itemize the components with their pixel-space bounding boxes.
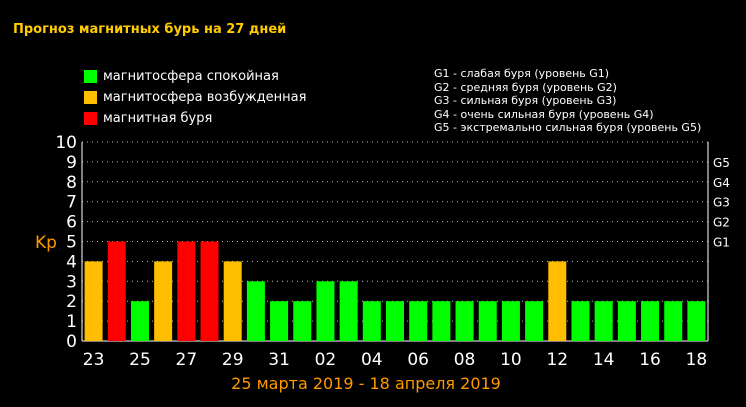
x-tick-label: 08 bbox=[454, 350, 476, 370]
bar-06 bbox=[409, 301, 428, 341]
legend-label-storm: магнитная буря bbox=[103, 111, 213, 126]
bar-29 bbox=[223, 261, 242, 341]
bar-24 bbox=[107, 241, 126, 341]
legend-item-quiet: магнитосфера спокойная bbox=[84, 66, 306, 87]
bar-27 bbox=[177, 241, 196, 341]
y-tick-label: 0 bbox=[66, 332, 77, 352]
g-tick-label: G1 bbox=[713, 236, 730, 250]
bar-13 bbox=[571, 301, 590, 341]
x-tick-label: 27 bbox=[176, 350, 198, 370]
x-tick-label: 06 bbox=[407, 350, 429, 370]
bar-28 bbox=[200, 241, 219, 341]
y-tick-label: 6 bbox=[66, 213, 77, 233]
y-tick-label: 7 bbox=[66, 193, 77, 213]
bar-17 bbox=[664, 301, 683, 341]
y-tick-label: 9 bbox=[66, 153, 77, 173]
bar-12 bbox=[548, 261, 567, 341]
bar-04 bbox=[362, 301, 381, 341]
x-tick-label: 29 bbox=[222, 350, 244, 370]
g-scale-item-g2: G2 - средняя буря (уровень G2) bbox=[434, 80, 617, 94]
y-tick-label: 10 bbox=[55, 133, 77, 153]
y-tick-label: 5 bbox=[66, 233, 77, 253]
legend-swatch-storm bbox=[84, 112, 97, 125]
bar-03 bbox=[339, 281, 358, 341]
bar-05 bbox=[386, 301, 404, 341]
bar-23 bbox=[84, 261, 103, 341]
x-tick-label: 02 bbox=[315, 350, 337, 370]
x-tick-label: 18 bbox=[686, 350, 708, 370]
g-scale-legend: G1 - слабая буря (уровень G1) G2 - средн… bbox=[434, 67, 701, 135]
y-tick-label: 4 bbox=[66, 252, 77, 272]
bar-30 bbox=[246, 281, 265, 341]
bar-10 bbox=[501, 301, 520, 341]
g-tick-label: G3 bbox=[713, 196, 730, 210]
bar-26 bbox=[154, 261, 173, 341]
bar-31 bbox=[270, 301, 289, 341]
y-tick-label: 2 bbox=[66, 292, 77, 312]
g-tick-label: G4 bbox=[713, 176, 730, 190]
x-tick-label: 14 bbox=[593, 350, 615, 370]
x-tick-label: 23 bbox=[83, 350, 105, 370]
x-tick-label: 04 bbox=[361, 350, 383, 370]
bar-07 bbox=[432, 301, 451, 341]
y-axis-label: Kp bbox=[35, 233, 57, 253]
bar-09 bbox=[478, 301, 497, 341]
bar-25 bbox=[130, 301, 149, 341]
g-tick-label: G2 bbox=[713, 216, 730, 230]
g-tick-label: G5 bbox=[713, 156, 730, 170]
legend-label-excited: магнитосфера возбужденная bbox=[103, 90, 307, 105]
bar-18 bbox=[687, 301, 706, 341]
x-tick-label: 25 bbox=[129, 350, 151, 370]
x-tick-label: 12 bbox=[546, 350, 568, 370]
bar-15 bbox=[617, 301, 636, 341]
bar-01 bbox=[293, 301, 312, 341]
y-tick-label: 3 bbox=[66, 272, 77, 292]
x-tick-label: 10 bbox=[500, 350, 522, 370]
bar-16 bbox=[641, 301, 660, 341]
x-tick-label: 31 bbox=[268, 350, 290, 370]
bar-11 bbox=[525, 301, 544, 341]
legend-swatch-quiet bbox=[84, 70, 97, 83]
legend-item-excited: магнитосфера возбужденная bbox=[84, 87, 306, 108]
legend-item-storm: магнитная буря bbox=[84, 108, 306, 129]
y-tick-label: 1 bbox=[66, 312, 77, 332]
date-range-label: 25 марта 2019 - 18 апреля 2019 bbox=[231, 374, 501, 393]
legend-swatch-excited bbox=[84, 91, 97, 104]
legend: магнитосфера спокойная магнитосфера возб… bbox=[84, 66, 306, 129]
legend-label-quiet: магнитосфера спокойная bbox=[103, 69, 279, 84]
bar-14 bbox=[594, 301, 613, 341]
y-tick-label: 8 bbox=[66, 173, 77, 193]
bar-02 bbox=[316, 281, 335, 341]
bar-08 bbox=[455, 301, 474, 341]
g-scale-item-g5: G5 - экстремально сильная буря (уровень … bbox=[434, 121, 702, 134]
g-scale-item-g1: G1 - слабая буря (уровень G1) bbox=[434, 67, 610, 80]
x-tick-label: 16 bbox=[639, 350, 661, 370]
chart-title: Прогноз магнитных бурь на 27 дней bbox=[13, 22, 287, 37]
g-scale-item-g4: G4 - очень сильная буря (уровень G4) bbox=[434, 107, 654, 121]
g-scale-item-g3: G3 - сильная буря (уровень G3) bbox=[434, 94, 617, 107]
